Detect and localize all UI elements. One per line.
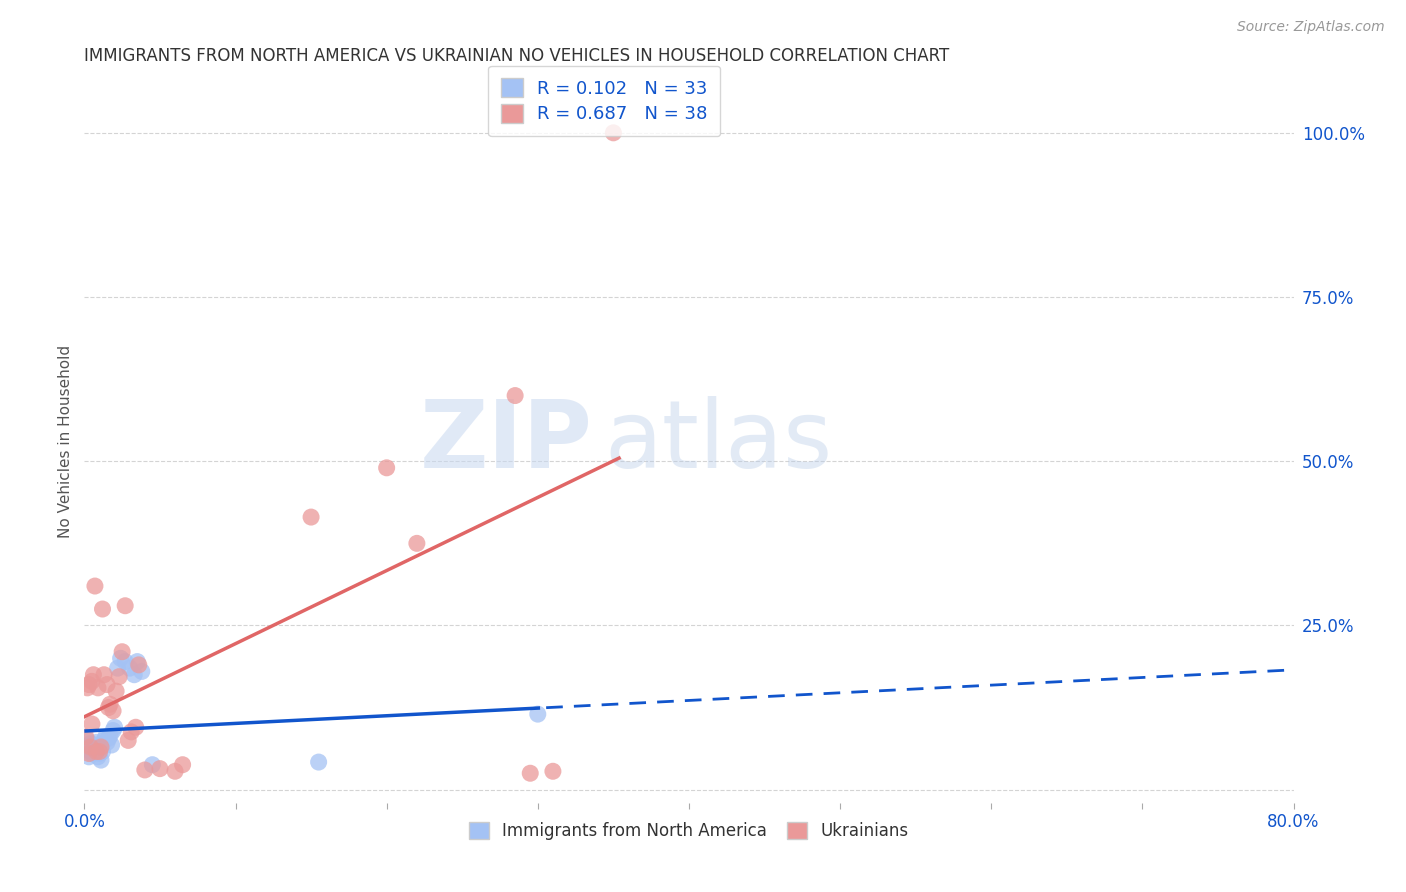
Legend: Immigrants from North America, Ukrainians: Immigrants from North America, Ukrainian… xyxy=(461,814,917,848)
Point xyxy=(118,661,141,675)
Point xyxy=(91,745,114,759)
Point xyxy=(94,730,117,744)
Text: Source: ZipAtlas.com: Source: ZipAtlas.com xyxy=(1237,20,1385,34)
Point xyxy=(131,665,153,679)
Point xyxy=(80,674,103,689)
Point xyxy=(93,667,115,681)
Y-axis label: No Vehicles in Household: No Vehicles in Household xyxy=(58,345,73,538)
Point xyxy=(80,743,103,757)
Point xyxy=(101,704,124,718)
Point xyxy=(541,764,564,779)
Point xyxy=(90,739,112,754)
Point xyxy=(89,745,111,759)
Point xyxy=(77,743,100,757)
Point xyxy=(527,707,550,722)
Point xyxy=(107,661,129,675)
Point xyxy=(76,733,98,747)
Point xyxy=(82,745,104,759)
Point xyxy=(110,651,132,665)
Point xyxy=(87,749,110,764)
Point xyxy=(96,735,118,749)
Point xyxy=(165,764,187,779)
Point xyxy=(98,698,121,712)
Point xyxy=(79,739,101,754)
Point xyxy=(84,738,107,752)
Point xyxy=(80,747,103,761)
Point xyxy=(149,762,172,776)
Point xyxy=(141,757,163,772)
Point xyxy=(97,700,120,714)
Point xyxy=(82,667,104,681)
Point xyxy=(128,657,150,672)
Point xyxy=(602,126,624,140)
Point xyxy=(90,753,112,767)
Point xyxy=(93,733,115,747)
Point xyxy=(120,724,142,739)
Point xyxy=(82,742,104,756)
Point xyxy=(122,667,145,681)
Text: IMMIGRANTS FROM NORTH AMERICA VS UKRAINIAN NO VEHICLES IN HOUSEHOLD CORRELATION : IMMIGRANTS FROM NORTH AMERICA VS UKRAINI… xyxy=(84,47,949,65)
Point xyxy=(86,745,108,759)
Text: ZIP: ZIP xyxy=(419,395,592,488)
Point xyxy=(76,681,98,695)
Point xyxy=(75,739,97,754)
Point xyxy=(108,670,131,684)
Point xyxy=(80,717,103,731)
Point xyxy=(375,460,398,475)
Point xyxy=(77,677,100,691)
Text: atlas: atlas xyxy=(605,395,832,488)
Point xyxy=(127,655,149,669)
Point xyxy=(172,757,194,772)
Point xyxy=(91,602,114,616)
Point xyxy=(101,723,124,738)
Point xyxy=(114,655,136,669)
Point xyxy=(84,579,107,593)
Point xyxy=(125,720,148,734)
Point xyxy=(105,684,128,698)
Point xyxy=(114,599,136,613)
Point xyxy=(75,730,97,744)
Point xyxy=(97,731,120,746)
Point xyxy=(100,738,122,752)
Point xyxy=(134,763,156,777)
Point xyxy=(299,510,322,524)
Point xyxy=(503,388,526,402)
Point xyxy=(98,729,121,743)
Point xyxy=(86,735,108,749)
Point xyxy=(77,749,100,764)
Point xyxy=(79,737,101,751)
Point xyxy=(104,720,127,734)
Point xyxy=(406,536,429,550)
Point xyxy=(111,645,134,659)
Point xyxy=(77,747,100,761)
Point xyxy=(117,733,139,747)
Point xyxy=(519,766,541,780)
Point xyxy=(89,747,111,761)
Point xyxy=(96,677,118,691)
Point xyxy=(308,755,330,769)
Point xyxy=(87,681,110,695)
